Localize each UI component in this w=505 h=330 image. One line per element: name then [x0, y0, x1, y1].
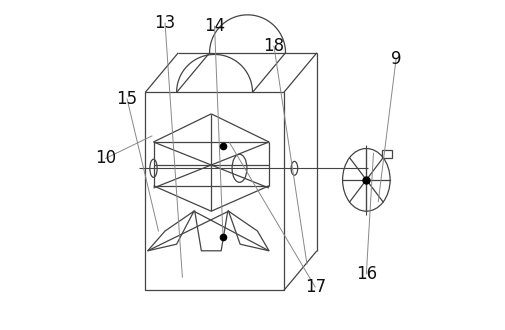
Bar: [145, 92, 284, 290]
Text: 18: 18: [264, 37, 284, 55]
Text: 16: 16: [356, 265, 377, 283]
Text: 15: 15: [117, 90, 138, 108]
Bar: [382, 150, 392, 158]
Text: 13: 13: [155, 14, 176, 32]
Text: 9: 9: [391, 50, 401, 68]
Text: 17: 17: [305, 278, 326, 296]
Text: 14: 14: [204, 17, 225, 35]
Text: 10: 10: [95, 149, 116, 167]
